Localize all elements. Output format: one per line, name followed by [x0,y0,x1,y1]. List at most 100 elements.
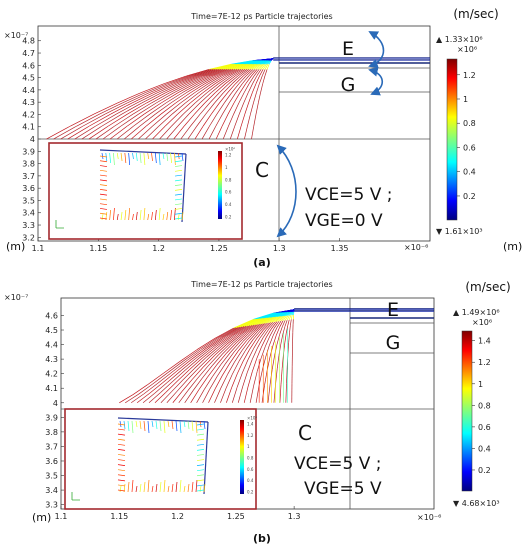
trajectory-segment [256,63,263,70]
inset-vector [191,420,194,432]
trajectory-segment [177,113,190,127]
trajectory-segment [182,368,195,381]
trajectory-segment [186,83,202,94]
y-tick-label: 3.3 [45,501,58,510]
inset-vector [170,209,172,221]
trajectory-segment [253,92,257,103]
trajectory-segment [235,69,246,77]
inset-vector [117,489,126,492]
trajectory-segment [166,102,181,115]
trajectory-segment [249,330,259,341]
trajectory-segment [268,321,276,330]
y-tick-label: 3.3 [22,221,35,230]
inset-vector [183,485,186,493]
trajectory-segment [247,83,253,93]
trajectory-segment [241,324,255,334]
trajectory-segment [199,102,211,115]
trajectory-segment [125,393,139,404]
trajectory-segment [183,102,196,115]
trajectory-segment [164,113,179,127]
trajectory-segment [171,113,184,127]
trajectory-segment [99,102,123,115]
trajectory-segment [201,75,217,85]
trajectory-segment [287,311,292,316]
inset-vector [139,152,142,164]
trajectory-segment [233,92,241,104]
trajectory-segment [236,372,243,388]
trajectory-segment [270,58,274,61]
trajectory-segment [238,349,247,362]
panel-b: Time=7E-12 ps Particle trajectories ×10⁻… [4,280,511,545]
trajectory-segment [165,83,185,94]
inset-vector [196,449,205,451]
panel-a-inset-border [48,142,243,240]
inset-colorbar-tick-label: 1.4 [247,422,254,427]
trajectory-segment [224,69,238,77]
trajectory-segment [247,348,254,361]
inset-vector [147,420,150,434]
panel-b-inset-field [117,417,209,495]
trajectory-segment [256,69,262,77]
trajectory-segment [139,113,156,127]
panel-b-inset-colorbar [240,420,244,494]
trajectory-segment [248,69,256,77]
y-tick-label: 3.7 [45,442,58,451]
panel-a-colorbar-ticks: 1.2 1 0.8 0.6 0.4 0.2 [457,71,476,201]
trajectory-segment [208,69,226,77]
trajectory-segment [279,311,287,317]
inset-vector [183,420,186,428]
trajectory-segment [261,357,266,371]
trajectory-segment [119,394,134,404]
panel-b-label-c: C [298,421,312,445]
trajectory-segment [122,92,146,104]
trajectory-segment [194,69,216,77]
trajectory-segment [116,102,138,115]
inset-vector [117,479,126,482]
trajectory-segment [229,126,236,140]
trajectory-segment [239,63,251,70]
trajectory-segment [233,319,254,329]
trajectory-segment [213,69,230,77]
trajectory-segment [227,69,240,77]
trajectory-segment [241,339,251,351]
trajectory-segment [220,387,227,403]
inset-vector [187,483,190,493]
trajectory-segment [237,318,257,328]
inset-vector [139,483,142,493]
inset-vector [113,152,115,166]
trajectory-segment [257,337,264,348]
trajectory-segment [233,325,249,336]
trajectory-segment [281,320,286,327]
trajectory-segment [190,113,201,127]
trajectory-segment [167,75,190,85]
trajectory-segment [276,315,283,322]
y-tick-label: 4 [30,135,35,144]
trajectory-segment [260,322,269,331]
trajectory-segment [225,351,235,364]
inset-vector [174,179,183,182]
trajectory-segment [279,384,282,403]
trajectory-segment [253,338,261,349]
trajectory-segment [271,321,278,329]
inset-vector [147,152,150,160]
inset-vector [159,481,162,493]
trajectory-segment [243,92,249,104]
trajectory-segment [280,311,288,317]
inset-vector [196,489,205,492]
trajectory-segment [256,346,262,359]
trajectory-segment [123,125,141,140]
trajectory-segment [272,316,280,323]
trajectory-segment [233,102,240,115]
trajectory-segment [260,83,264,93]
panel-a-y-exponent: ×10⁻⁷ [4,31,28,40]
trajectory-segment [173,125,185,140]
inset-vector [139,209,142,221]
trajectory-segment [194,83,209,94]
trajectory-segment [214,92,224,104]
trajectory-segment [227,63,244,70]
trajectory-segment [210,344,224,357]
trajectory-segment [176,359,192,372]
inset-vector [158,207,161,221]
trajectory-segment [255,102,259,115]
trajectory-segment [156,92,175,104]
